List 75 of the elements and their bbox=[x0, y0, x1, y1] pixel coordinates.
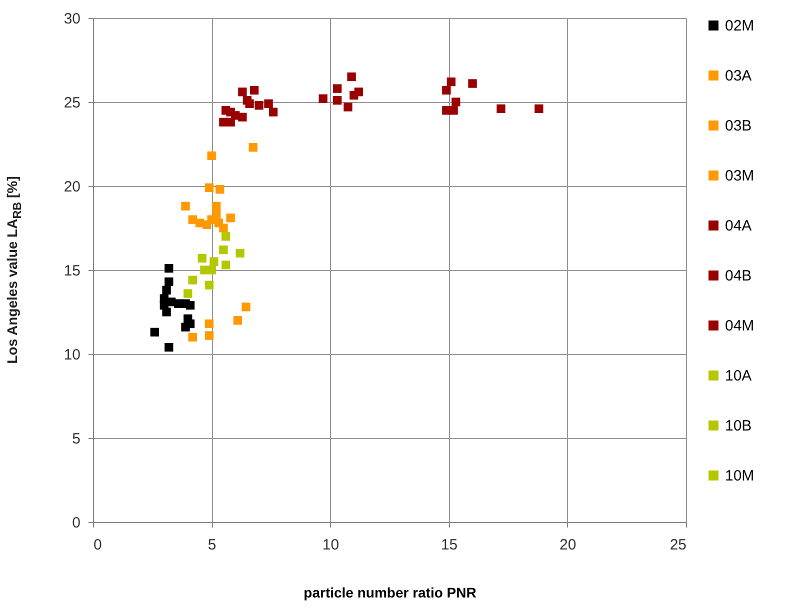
point bbox=[207, 151, 216, 160]
point bbox=[248, 143, 258, 152]
y-tick-label: 20 bbox=[64, 178, 80, 196]
point bbox=[216, 185, 224, 194]
point bbox=[442, 86, 451, 95]
point bbox=[245, 99, 254, 108]
point bbox=[150, 328, 159, 336]
point bbox=[242, 302, 250, 312]
point bbox=[449, 106, 458, 115]
point bbox=[219, 246, 228, 254]
point bbox=[184, 289, 192, 298]
point bbox=[204, 280, 214, 290]
point bbox=[204, 319, 214, 328]
point bbox=[332, 84, 342, 93]
point bbox=[534, 104, 544, 114]
legend-label: 03A bbox=[725, 68, 752, 84]
x-tick-label: 5 bbox=[208, 536, 216, 554]
x-tick-label: 0 bbox=[94, 536, 102, 554]
legend-label: 04M bbox=[725, 318, 754, 334]
point bbox=[230, 111, 240, 120]
point bbox=[198, 254, 206, 263]
y-tick-label: 0 bbox=[72, 514, 80, 532]
point bbox=[162, 286, 171, 294]
point bbox=[350, 90, 358, 100]
point bbox=[254, 101, 264, 110]
legend-label: 03M bbox=[725, 168, 754, 184]
point bbox=[164, 277, 174, 286]
legend-label: 04B bbox=[725, 268, 752, 284]
point bbox=[204, 183, 214, 192]
point bbox=[186, 300, 195, 310]
point bbox=[222, 232, 230, 241]
point bbox=[264, 99, 273, 108]
point bbox=[446, 78, 456, 86]
y-tick-label: 30 bbox=[64, 10, 80, 28]
point bbox=[162, 308, 171, 316]
point bbox=[164, 342, 174, 352]
point bbox=[164, 264, 174, 273]
point bbox=[318, 94, 328, 103]
point bbox=[268, 108, 278, 116]
y-tick-label: 25 bbox=[64, 94, 80, 112]
legend-label: 03B bbox=[725, 118, 752, 134]
point bbox=[238, 88, 247, 96]
y-tick-label: 10 bbox=[64, 346, 80, 364]
x-tick-label: 20 bbox=[560, 536, 576, 554]
point bbox=[204, 331, 214, 340]
legend-label: 10B bbox=[725, 418, 752, 434]
y-tick-label: 5 bbox=[72, 430, 80, 448]
point bbox=[347, 72, 356, 82]
point bbox=[452, 98, 460, 106]
point bbox=[212, 210, 221, 219]
point bbox=[219, 224, 228, 232]
point bbox=[181, 202, 190, 210]
point bbox=[212, 202, 221, 210]
legend-label: 02M bbox=[725, 18, 754, 34]
point bbox=[226, 214, 235, 222]
point bbox=[344, 102, 352, 112]
point bbox=[222, 260, 230, 270]
x-axis-title: particle number ratio PNR bbox=[304, 584, 476, 600]
point bbox=[207, 266, 216, 274]
point bbox=[233, 316, 242, 325]
x-tick-label: 10 bbox=[322, 536, 340, 554]
point bbox=[468, 79, 477, 88]
y-tick-label: 15 bbox=[64, 262, 80, 280]
point bbox=[188, 332, 197, 342]
point bbox=[496, 104, 506, 114]
point bbox=[236, 248, 244, 258]
x-tick-label: 25 bbox=[670, 536, 686, 554]
legend-label: 10A bbox=[725, 368, 752, 384]
x-tick-label: 15 bbox=[440, 536, 458, 554]
legend-label: 10M bbox=[725, 468, 754, 484]
point bbox=[210, 257, 218, 266]
point bbox=[188, 276, 197, 284]
point bbox=[250, 86, 259, 95]
legend-label: 04A bbox=[725, 218, 752, 234]
point bbox=[332, 96, 342, 105]
